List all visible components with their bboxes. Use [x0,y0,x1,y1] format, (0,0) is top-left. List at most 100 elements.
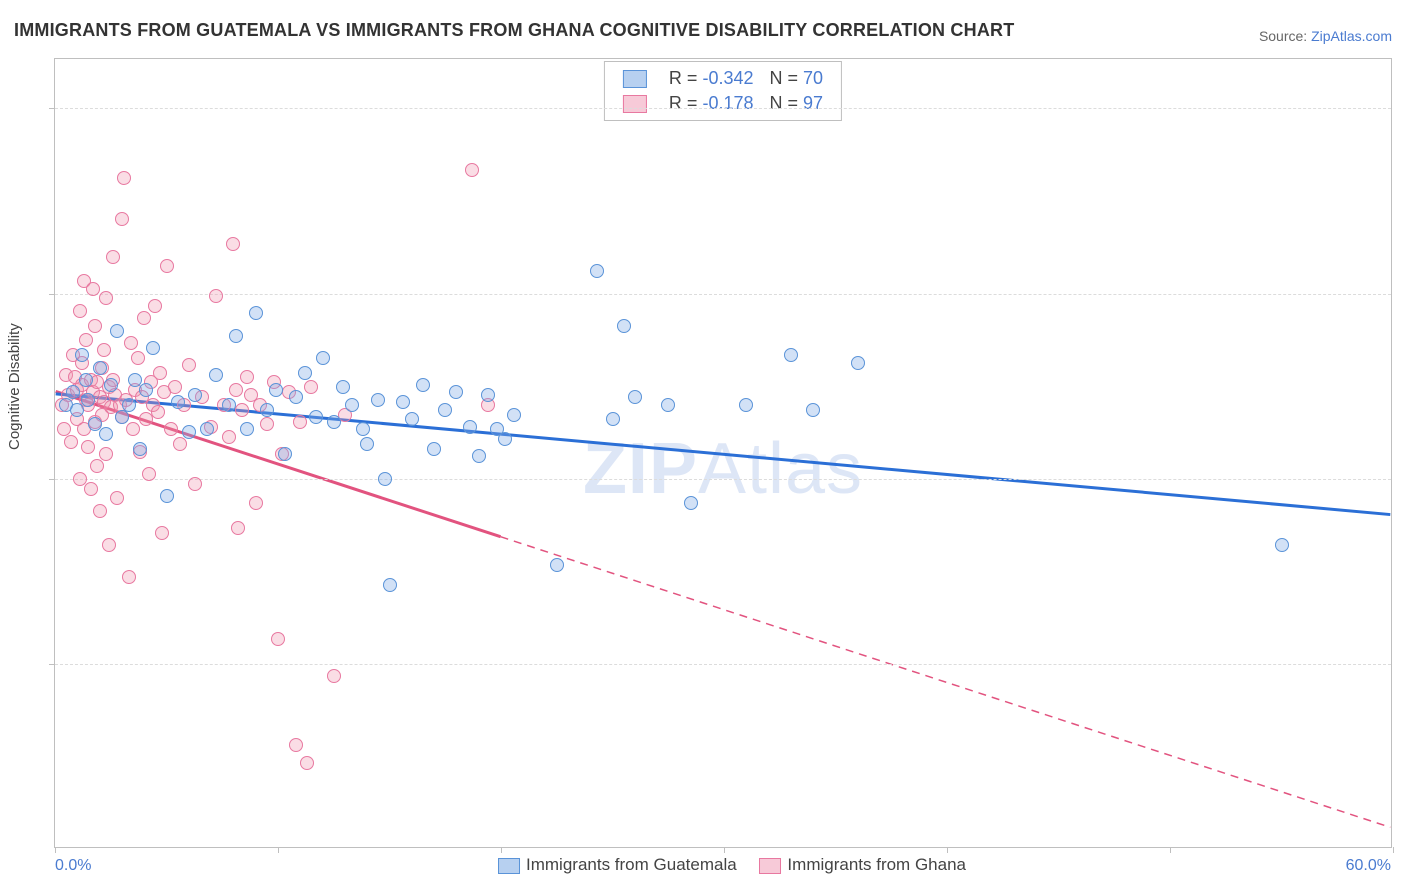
data-point [64,435,78,449]
data-point [122,398,136,412]
x-tick-mark [501,847,502,853]
data-point [115,410,129,424]
legend-row-guatemala: R = -0.342 N = 70 [615,66,831,91]
gridline [55,479,1391,480]
data-point [806,403,820,417]
data-point [465,163,479,177]
gridline [55,294,1391,295]
data-point [126,422,140,436]
y-tick-mark [49,108,55,109]
data-point [356,422,370,436]
data-point [550,558,564,572]
data-point [684,496,698,510]
data-point [249,306,263,320]
data-point [378,472,392,486]
legend-row-ghana: R = -0.178 N = 97 [615,91,831,116]
data-point [160,259,174,273]
data-point [240,422,254,436]
n-label: N = [770,93,799,113]
gridline [55,108,1391,109]
data-point [133,442,147,456]
data-point [739,398,753,412]
y-tick-mark [49,479,55,480]
data-point [383,578,397,592]
data-point [160,489,174,503]
data-point [99,427,113,441]
data-point [164,422,178,436]
data-point [142,467,156,481]
data-point [405,412,419,426]
source-label: Source: ZipAtlas.com [1259,28,1392,44]
data-point [481,388,495,402]
data-point [327,669,341,683]
data-point [209,368,223,382]
data-point [269,383,283,397]
data-point [222,398,236,412]
data-point [168,380,182,394]
data-point [146,341,160,355]
data-point [304,380,318,394]
y-tick-mark [49,664,55,665]
data-point [617,319,631,333]
data-point [209,289,223,303]
data-point [106,250,120,264]
data-point [336,380,350,394]
data-point [498,432,512,446]
data-point [182,358,196,372]
data-point [784,348,798,362]
data-point [79,373,93,387]
swatch-icon [498,858,520,874]
data-point [153,366,167,380]
data-point [122,570,136,584]
data-point [97,343,111,357]
r-label: R = [669,93,698,113]
data-point [289,390,303,404]
data-point [102,538,116,552]
r-value: -0.178 [702,93,753,113]
data-point [110,491,124,505]
r-label: R = [669,68,698,88]
source-link[interactable]: ZipAtlas.com [1311,28,1392,44]
data-point [293,415,307,429]
data-point [124,336,138,350]
data-point [155,526,169,540]
data-point [371,393,385,407]
data-point [851,356,865,370]
n-value: 70 [803,68,823,88]
data-point [151,405,165,419]
data-point [200,422,214,436]
data-point [316,351,330,365]
watermark: ZIPAtlas [583,428,863,510]
data-point [463,420,477,434]
data-point [249,496,263,510]
r-value: -0.342 [702,68,753,88]
data-point [396,395,410,409]
data-point [81,393,95,407]
x-tick-mark [1393,847,1394,853]
data-point [606,412,620,426]
data-point [1275,538,1289,552]
data-point [171,395,185,409]
series-label: Immigrants from Ghana [787,855,966,874]
legend-stats: R = -0.342 N = 70 R = -0.178 N = 97 [604,61,842,121]
data-point [438,403,452,417]
data-point [131,351,145,365]
data-point [75,348,89,362]
legend-series: Immigrants from Guatemala Immigrants fro… [480,855,966,875]
data-point [182,425,196,439]
data-point [86,282,100,296]
x-tick-mark [1170,847,1171,853]
n-value: 97 [803,93,823,113]
data-point [115,212,129,226]
y-axis-label: Cognitive Disability [6,323,23,450]
x-tick-mark [724,847,725,853]
data-point [427,442,441,456]
data-point [222,430,236,444]
data-point [260,403,274,417]
data-point [507,408,521,422]
data-point [345,398,359,412]
data-point [360,437,374,451]
data-point [289,738,303,752]
data-point [327,415,341,429]
data-point [472,449,486,463]
